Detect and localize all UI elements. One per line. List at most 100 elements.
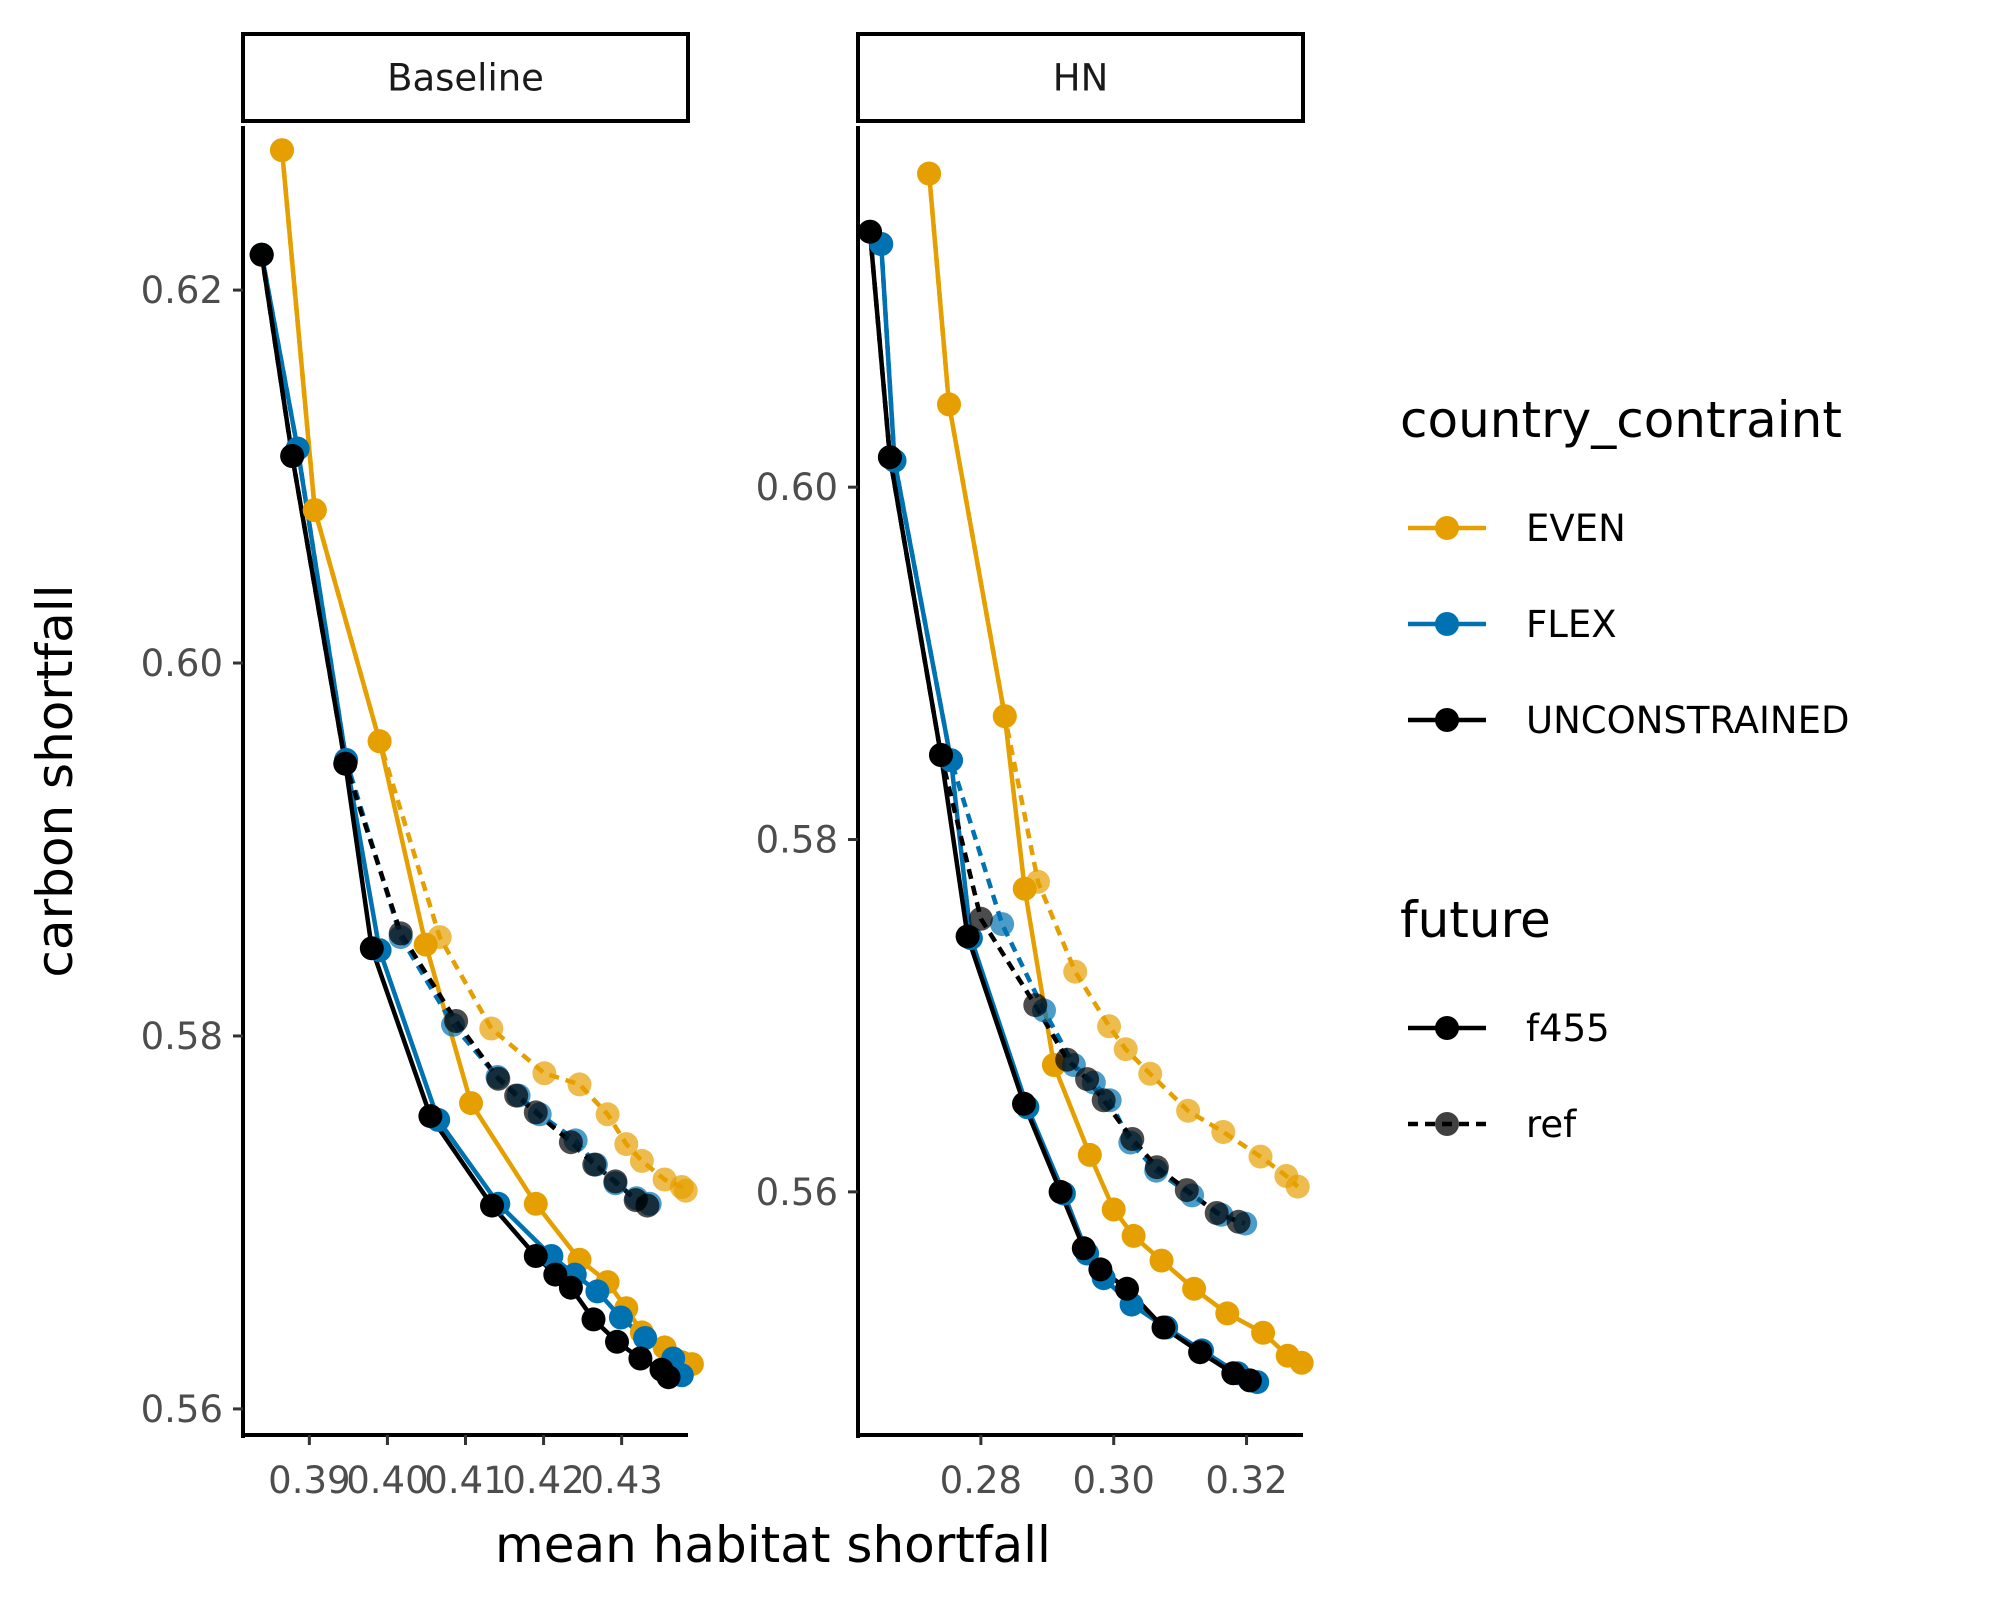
data-point-even-f455 [1121,1223,1146,1248]
data-point-even-f455 [1215,1301,1240,1326]
data-point-unconstrained-f455 [558,1275,583,1300]
data-point-unconstrained-ref [968,906,993,931]
data-point-unconstrained-f455 [480,1193,504,1218]
data-point-even-ref [1063,959,1088,984]
data-point-unconstrained-f455 [628,1346,653,1371]
legend-label-f455: f455 [1526,1007,1610,1050]
data-point-even-ref [1285,1174,1310,1199]
data-point-unconstrained-ref [1204,1201,1229,1225]
legend-label-unconstrained: UNCONSTRAINED [1526,699,1849,742]
data-point-even-ref [1113,1037,1138,1062]
data-point-unconstrained-f455 [249,242,274,267]
data-point-unconstrained-ref [1144,1155,1169,1180]
data-point-unconstrained-ref [388,921,413,946]
data-point-even-ref [673,1178,698,1203]
data-point-unconstrained-f455 [1048,1179,1073,1204]
data-point-flex-f455 [633,1326,658,1350]
data-point-even-f455 [1077,1142,1102,1167]
data-point-even-ref [1138,1061,1163,1086]
data-point-even-ref [1097,1014,1122,1039]
facet-strip [241,32,690,123]
data-point-flex-f455 [585,1279,610,1304]
legend-key-point [1435,1112,1459,1136]
data-point-even-f455 [523,1191,548,1216]
x-tick-label: 0.43 [580,1459,662,1502]
data-point-unconstrained-ref [1226,1209,1251,1234]
facet-strip-label: HN [1053,57,1109,100]
panel-hn: HN 0.56 0.58 0.60 0.28 0.30 0.32 [756,32,1314,1502]
data-point-unconstrained-ref [444,1009,469,1033]
data-point-unconstrained-f455 [1071,1236,1096,1261]
data-point-unconstrained-f455 [605,1329,629,1354]
data-point-unconstrained-f455 [359,936,384,961]
data-point-even-f455 [1251,1320,1276,1345]
y-tick-label: 0.62 [141,269,223,312]
legend-title-color: country_contraint [1400,391,1842,449]
legend-label-even: EVEN [1526,507,1626,550]
data-point-even-ref [1176,1098,1201,1123]
legend-key-point [1435,708,1459,732]
series-line-flex-f455 [259,254,684,1377]
legend-key-point [1435,1016,1459,1040]
x-tick-label: 0.41 [424,1459,506,1502]
data-point-unconstrained-f455 [1115,1276,1139,1301]
y-tick-label: 0.56 [141,1388,223,1431]
data-point-even-f455 [917,161,942,186]
legend-title-linetype: future [1400,891,1551,949]
x-tick-label: 0.39 [268,1459,350,1502]
data-point-unconstrained-ref [582,1152,607,1177]
facet-strip-label: Baseline [387,57,544,100]
data-point-unconstrained-f455 [929,743,953,767]
data-point-unconstrained-ref [1023,993,1048,1018]
data-point-even-f455 [459,1091,483,1116]
data-point-even-f455 [1289,1350,1314,1375]
series-line-unconstrained-ref [259,254,649,1208]
data-point-unconstrained-f455 [1088,1257,1113,1282]
y-axis-title: carbon shortfall [26,584,84,977]
x-tick-label: 0.30 [1073,1459,1155,1502]
x-tick-label: 0.32 [1205,1459,1287,1502]
facet-strip [856,32,1305,123]
data-point-unconstrained-ref [1075,1067,1100,1092]
y-tick-label: 0.56 [756,1171,838,1214]
data-point-even-ref [629,1148,654,1173]
series-line-flex-ref [259,254,651,1206]
series-line-even-f455 [926,173,1303,1365]
data-point-even-ref [479,1016,504,1041]
data-point-unconstrained-ref [1174,1178,1199,1203]
data-point-unconstrained-f455 [877,445,902,470]
data-point-unconstrained-f455 [656,1365,681,1390]
y-tick-label: 0.60 [141,642,223,685]
data-point-unconstrained-ref [603,1169,628,1194]
data-point-unconstrained-f455 [1151,1315,1176,1340]
data-point-unconstrained-f455 [1237,1368,1262,1393]
data-point-unconstrained-f455 [858,219,882,244]
data-point-even-f455 [413,932,438,957]
data-point-unconstrained-ref [1120,1127,1145,1151]
data-point-even-f455 [302,498,327,523]
data-point-even-ref [614,1132,639,1157]
data-point-unconstrained-ref [486,1066,511,1091]
data-point-even-ref [532,1061,557,1086]
data-point-unconstrained-f455 [955,924,980,949]
data-point-even-ref [1248,1144,1273,1169]
data-point-unconstrained-f455 [1188,1340,1213,1365]
data-point-even-f455 [1101,1197,1126,1222]
data-point-unconstrained-f455 [523,1244,548,1268]
panel-baseline: Baseline 0.56 0.58 0.60 0.62 0.390.400.410.42… [141,32,704,1502]
x-axis-title: mean habitat shortfall [495,1516,1051,1574]
data-point-even-f455 [1182,1276,1207,1301]
x-tick-label: 0.28 [940,1459,1022,1502]
data-point-unconstrained-ref [504,1083,529,1108]
data-point-unconstrained-ref [635,1193,660,1218]
legend: country_contraint EVEN FLEX UNCONSTRAINED fu… [1400,391,1849,1146]
legend-label-ref: ref [1526,1103,1577,1146]
x-tick-label: 0.42 [502,1459,584,1502]
data-point-even-ref [1211,1120,1236,1144]
data-point-unconstrained-ref [1091,1088,1116,1113]
legend-key-point [1435,612,1459,636]
data-point-even-ref [595,1102,620,1127]
data-point-even-f455 [1012,876,1037,901]
series-line-unconstrained-f455 [259,254,671,1379]
